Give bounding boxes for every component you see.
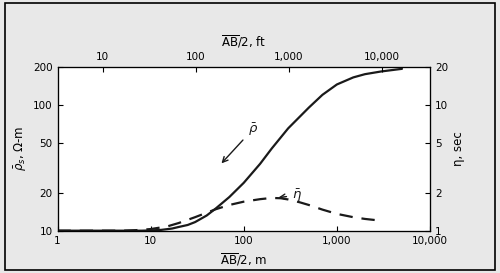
Text: $\bar{\rho}$: $\bar{\rho}$ [222,121,258,162]
X-axis label: $\overline{\mathrm{AB}}$/2, ft: $\overline{\mathrm{AB}}$/2, ft [221,33,266,50]
Text: $\bar{\eta}$: $\bar{\eta}$ [280,187,302,204]
Y-axis label: $\bar{\rho}_s$, Ω-m: $\bar{\rho}_s$, Ω-m [12,126,29,171]
X-axis label: $\overline{\mathrm{AB}}$/2, m: $\overline{\mathrm{AB}}$/2, m [220,251,268,268]
Y-axis label: η, sec: η, sec [452,131,465,166]
